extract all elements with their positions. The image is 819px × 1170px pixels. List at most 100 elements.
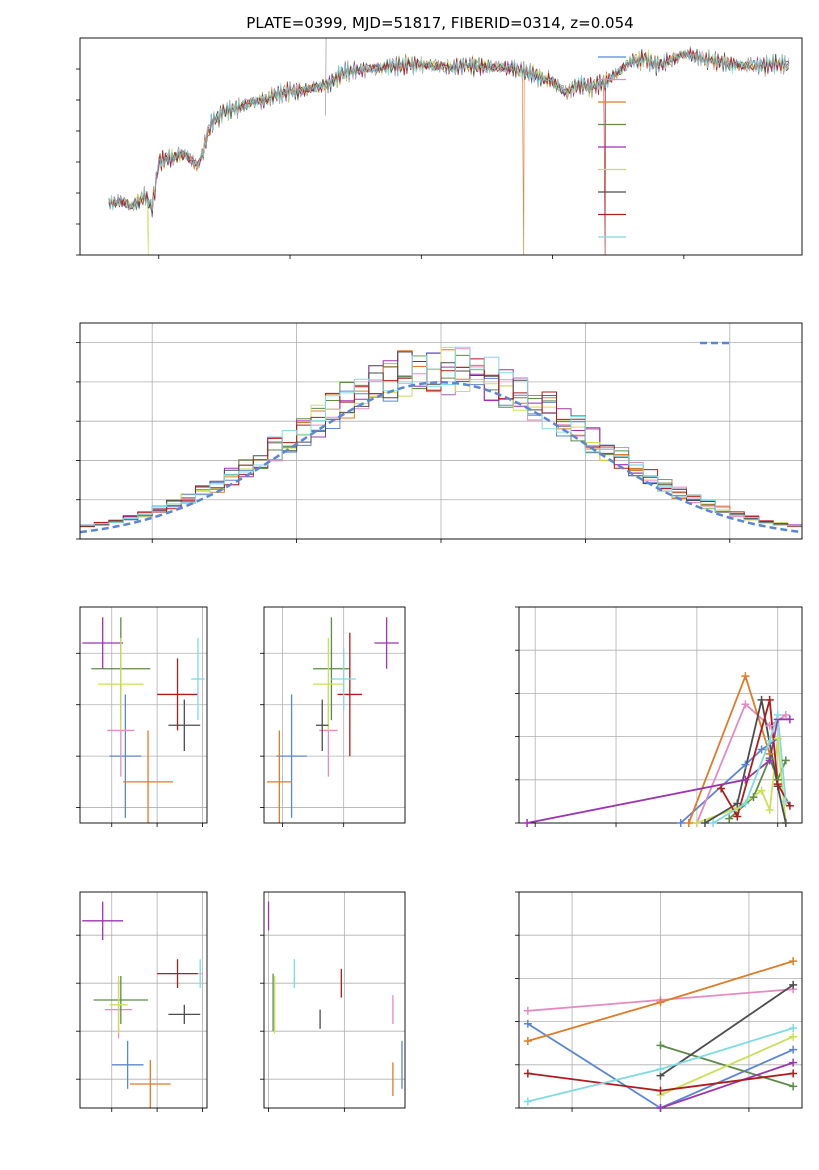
weight-vs-age-axes — [515, 606, 803, 827]
age-vs-Z-frame — [79, 606, 208, 824]
weight-marker — [749, 793, 758, 802]
residuals-axes — [76, 322, 803, 543]
weight-marker — [676, 819, 685, 827]
weight-marker — [656, 1086, 665, 1095]
weight-marker — [789, 980, 798, 989]
spectrum-panel — [76, 37, 803, 259]
age-vs-mass-frame — [263, 606, 406, 824]
weight-marker — [700, 819, 709, 827]
mass-vs-EBV-grid — [264, 892, 405, 1108]
spectrum-legend — [598, 56, 626, 238]
model-spectrum-line — [108, 50, 790, 218]
figure-title: PLATE=0399, MJD=51817, FIBERID=0314, z=0… — [246, 14, 633, 32]
histogram-step — [80, 346, 802, 539]
age-vs-mass-panel — [260, 606, 406, 827]
model-spectrum-line — [108, 49, 790, 214]
weight-line — [659, 984, 794, 1077]
weight-marker — [765, 736, 774, 745]
histogram-step — [80, 351, 802, 539]
weight-line — [660, 1061, 794, 1108]
mass-vs-Z-axes — [76, 891, 208, 1112]
mass-vs-Z-panel — [76, 891, 208, 1112]
weight-marker — [789, 1032, 798, 1041]
weight-marker — [741, 700, 750, 709]
histogram-step — [80, 354, 802, 539]
weight-marker — [523, 1069, 532, 1078]
weight-vs-Z-panel — [515, 891, 803, 1112]
weight-marker — [741, 775, 750, 784]
weight-marker — [765, 756, 774, 765]
model-spectrum-line — [108, 48, 790, 255]
weight-vs-age-frame — [518, 606, 803, 824]
weight-marker — [757, 786, 766, 795]
weight-marker — [789, 1045, 798, 1054]
residuals-plot — [80, 346, 802, 539]
model-spectrum-line — [108, 48, 790, 255]
age-vs-Z-panel — [76, 606, 208, 827]
weight-marker — [789, 957, 798, 966]
mass-vs-EBV-panel — [260, 891, 406, 1112]
weight-marker — [789, 1082, 798, 1091]
age-vs-Z-axes — [76, 606, 208, 827]
weight-marker — [773, 711, 782, 719]
weight-marker — [725, 814, 734, 823]
weight-line — [527, 1023, 794, 1108]
mass-vs-EBV-plot — [267, 901, 403, 1096]
weight-line — [660, 1035, 794, 1096]
weight-marker — [692, 819, 701, 827]
normal-curve — [80, 381, 802, 534]
mass-vs-EBV-frame — [263, 891, 406, 1109]
age-vs-mass-axes — [260, 606, 406, 827]
age-vs-mass-plot — [267, 617, 399, 823]
weight-marker — [781, 711, 790, 719]
weight-marker — [765, 695, 774, 704]
histogram-step — [80, 358, 802, 539]
weight-marker — [781, 756, 790, 765]
weight-marker — [789, 1024, 798, 1033]
weight-marker — [523, 1019, 532, 1028]
weight-marker — [773, 734, 782, 743]
residuals-frame — [79, 322, 803, 540]
model-spectrum-line — [108, 49, 790, 211]
weight-marker — [741, 672, 750, 681]
weight-marker — [781, 797, 790, 806]
weight-vs-Z-plot — [527, 960, 794, 1108]
weight-marker — [684, 819, 693, 827]
weight-marker — [789, 1058, 798, 1067]
model-spectrum-line — [108, 49, 790, 255]
weight-marker — [717, 784, 726, 793]
mass-vs-Z-plot — [82, 901, 203, 1108]
spectrum-plot — [108, 38, 790, 255]
weight-marker — [765, 806, 774, 815]
weight-marker — [789, 1069, 798, 1078]
weight-marker — [773, 780, 782, 789]
weight-marker — [741, 799, 750, 808]
weight-marker — [757, 745, 766, 754]
weight-vs-age-plot — [526, 673, 791, 823]
weight-marker — [741, 760, 750, 769]
weight-vs-age-panel — [515, 606, 803, 827]
weight-marker — [765, 721, 774, 730]
residuals-panel — [76, 322, 803, 543]
weight-marker — [709, 819, 718, 827]
weight-marker — [523, 819, 532, 827]
weight-marker — [785, 801, 794, 810]
weight-line — [696, 738, 787, 823]
model-spectrum-line — [108, 49, 789, 217]
weight-marker — [523, 1006, 532, 1015]
age-vs-Z-grid — [80, 607, 207, 823]
weight-marker — [757, 695, 766, 704]
mass-vs-EBV-axes — [260, 891, 406, 1112]
spectrum-frame — [79, 37, 803, 256]
weight-marker — [656, 1104, 665, 1112]
weight-marker — [733, 812, 742, 821]
weight-marker — [656, 998, 665, 1007]
weight-marker — [523, 1097, 532, 1106]
age-vs-mass-grid — [264, 607, 405, 823]
weight-marker — [733, 799, 742, 808]
weight-marker — [656, 1041, 665, 1050]
spectrum-axes — [76, 37, 803, 259]
mass-vs-Z-frame — [79, 891, 208, 1109]
weight-marker — [523, 1037, 532, 1046]
